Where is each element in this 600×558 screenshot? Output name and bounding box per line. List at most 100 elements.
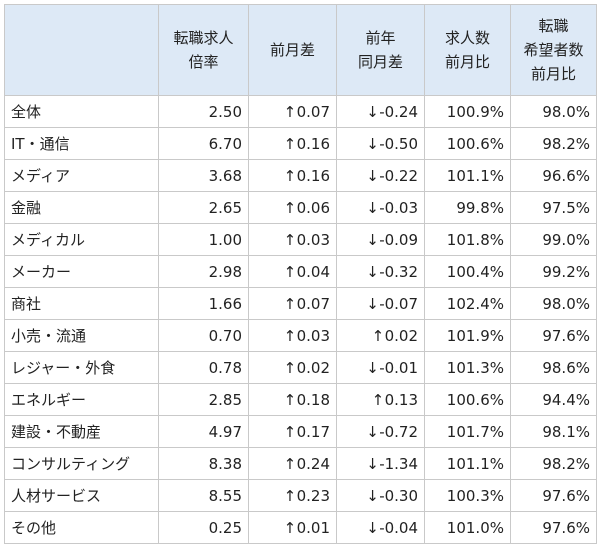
header-ratio-line: 転職求人 [173, 29, 234, 47]
header-yoy-line: 前年 [365, 29, 396, 47]
yoy-cell-value: -0.01 [379, 358, 418, 377]
arrow-up-icon: ↑ [283, 422, 297, 441]
yoy-cell-value: -0.30 [379, 486, 418, 505]
yoy-cell: ↑0.02 [336, 319, 425, 352]
yoy-cell: ↓-0.72 [336, 415, 425, 448]
mom-cell: ↑0.24 [248, 447, 337, 480]
header-seekers: 転職 希望者数 前月比 [510, 4, 597, 96]
seekers-cell: 97.5% [510, 191, 597, 224]
seekers-cell: 98.1% [510, 415, 597, 448]
arrow-down-icon: ↓ [366, 518, 379, 537]
industry-name: メーカー [4, 255, 159, 288]
table-row: エネルギー 2.85 ↑0.18 ↑0.13 100.6% 94.4% [4, 383, 597, 416]
table-row: レジャー・外食 0.78 ↑0.02 ↓-0.01 101.3% 98.6% [4, 351, 597, 384]
mom-cell: ↑0.02 [248, 351, 337, 384]
mom-cell: ↑0.18 [248, 383, 337, 416]
header-jobs-line: 求人数 [444, 29, 490, 47]
job-ratio-table: 転職求人 倍率 前月差 前年 同月差 求人数 前月比 転職 希望者数 前月比 全体 2.50 ↑0.0… [4, 4, 597, 544]
mom-cell: ↑0.23 [248, 479, 337, 512]
arrow-up-icon: ↑ [283, 454, 297, 473]
header-mom: 前月差 [248, 4, 337, 96]
jobs-cell: 100.9% [424, 95, 511, 128]
yoy-cell: ↓-0.30 [336, 479, 425, 512]
mom-cell-value: 0.24 [296, 454, 330, 473]
header-mom-line: 前月差 [269, 41, 315, 59]
yoy-cell-value: -0.32 [379, 262, 418, 281]
ratio-cell: 1.00 [158, 223, 249, 256]
arrow-up-icon: ↑ [283, 358, 297, 377]
header-jobs-line: 前月比 [444, 53, 490, 71]
industry-name: 金融 [4, 191, 159, 224]
table-row: 金融 2.65 ↑0.06 ↓-0.03 99.8% 97.5% [4, 191, 597, 224]
mom-cell: ↑0.07 [248, 287, 337, 320]
jobs-cell: 101.0% [424, 511, 511, 544]
header-yoy-line: 同月差 [357, 53, 403, 71]
seekers-cell: 96.6% [510, 159, 597, 192]
arrow-up-icon: ↑ [283, 518, 297, 537]
arrow-up-icon: ↑ [283, 262, 297, 281]
jobs-cell: 101.7% [424, 415, 511, 448]
header-row: 転職求人 倍率 前月差 前年 同月差 求人数 前月比 転職 希望者数 前月比 [4, 4, 597, 96]
arrow-up-icon: ↑ [283, 102, 297, 121]
mom-cell-value: 0.16 [296, 134, 330, 153]
arrow-down-icon: ↓ [366, 454, 379, 473]
ratio-cell: 4.97 [158, 415, 249, 448]
ratio-cell: 2.85 [158, 383, 249, 416]
yoy-cell: ↓-0.01 [336, 351, 425, 384]
mom-cell-value: 0.06 [296, 198, 330, 217]
mom-cell: ↑0.07 [248, 95, 337, 128]
mom-cell: ↑0.17 [248, 415, 337, 448]
jobs-cell: 100.6% [424, 127, 511, 160]
table-row: IT・通信 6.70 ↑0.16 ↓-0.50 100.6% 98.2% [4, 127, 597, 160]
industry-name: 人材サービス [4, 479, 159, 512]
header-seekers-line: 転職 [538, 17, 569, 35]
yoy-cell-value: -0.50 [379, 134, 418, 153]
yoy-cell-value: -0.09 [379, 230, 418, 249]
arrow-up-icon: ↑ [283, 486, 297, 505]
mom-cell-value: 0.01 [296, 518, 330, 537]
industry-name: エネルギー [4, 383, 159, 416]
ratio-cell: 3.68 [158, 159, 249, 192]
ratio-cell: 0.25 [158, 511, 249, 544]
table-row: コンサルティング 8.38 ↑0.24 ↓-1.34 101.1% 98.2% [4, 447, 597, 480]
ratio-cell: 0.70 [158, 319, 249, 352]
yoy-cell-value: -0.07 [379, 294, 418, 313]
jobs-cell: 101.9% [424, 319, 511, 352]
jobs-cell: 101.1% [424, 447, 511, 480]
seekers-cell: 98.6% [510, 351, 597, 384]
ratio-cell: 8.38 [158, 447, 249, 480]
seekers-cell: 99.2% [510, 255, 597, 288]
table-row: メーカー 2.98 ↑0.04 ↓-0.32 100.4% 99.2% [4, 255, 597, 288]
industry-name: 商社 [4, 287, 159, 320]
jobs-cell: 101.3% [424, 351, 511, 384]
mom-cell: ↑0.06 [248, 191, 337, 224]
mom-cell-value: 0.02 [296, 358, 330, 377]
industry-name: レジャー・外食 [4, 351, 159, 384]
mom-cell-value: 0.23 [296, 486, 330, 505]
arrow-up-icon: ↑ [283, 390, 297, 409]
mom-cell: ↑0.01 [248, 511, 337, 544]
mom-cell-value: 0.03 [296, 326, 330, 345]
arrow-up-icon: ↑ [371, 326, 385, 345]
table-row: 商社 1.66 ↑0.07 ↓-0.07 102.4% 98.0% [4, 287, 597, 320]
header-ratio: 転職求人 倍率 [158, 4, 249, 96]
table-row: その他 0.25 ↑0.01 ↓-0.04 101.0% 97.6% [4, 511, 597, 544]
jobs-cell: 101.1% [424, 159, 511, 192]
jobs-cell: 99.8% [424, 191, 511, 224]
yoy-cell: ↓-0.09 [336, 223, 425, 256]
mom-cell-value: 0.16 [296, 166, 330, 185]
seekers-cell: 98.2% [510, 127, 597, 160]
header-seekers-line: 前月比 [530, 65, 576, 83]
seekers-cell: 97.6% [510, 319, 597, 352]
header-jobs: 求人数 前月比 [424, 4, 511, 96]
seekers-cell: 97.6% [510, 479, 597, 512]
ratio-cell: 0.78 [158, 351, 249, 384]
seekers-cell: 94.4% [510, 383, 597, 416]
header-blank [4, 4, 159, 96]
arrow-up-icon: ↑ [283, 134, 297, 153]
mom-cell-value: 0.07 [296, 102, 330, 121]
arrow-down-icon: ↓ [366, 198, 379, 217]
ratio-cell: 2.98 [158, 255, 249, 288]
arrow-down-icon: ↓ [366, 358, 379, 377]
ratio-cell: 2.50 [158, 95, 249, 128]
